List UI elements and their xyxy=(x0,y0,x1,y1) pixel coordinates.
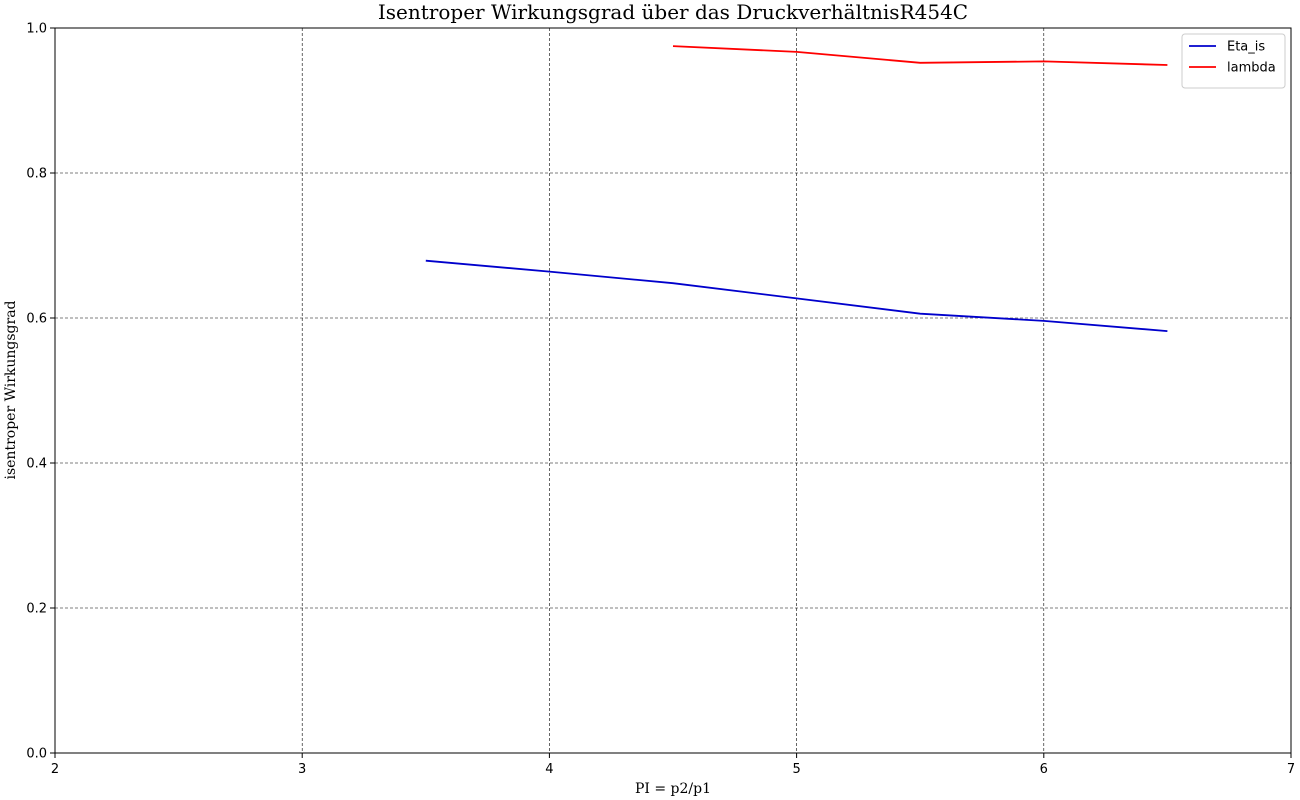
y-tick-label: 0.6 xyxy=(26,312,47,327)
x-tick-label: 5 xyxy=(792,762,800,777)
x-tick-label: 6 xyxy=(1040,762,1048,777)
series-line-eta-is xyxy=(425,259,1168,332)
y-tick-label: 0.4 xyxy=(26,457,47,472)
legend-box xyxy=(1181,33,1286,89)
chart-title: Isentroper Wirkungsgrad über das Druckve… xyxy=(378,0,968,24)
grid-lines xyxy=(54,27,1292,754)
x-tick-label: 4 xyxy=(545,762,553,777)
x-tick-label: 2 xyxy=(51,762,59,777)
y-tick-label: 0.2 xyxy=(26,602,47,617)
series-line-lambda xyxy=(672,45,1168,66)
y-tick-label: 0.8 xyxy=(26,167,47,182)
x-axis-ticks: 2 3 4 5 6 7 xyxy=(51,753,1295,777)
x-tick-label: 3 xyxy=(298,762,306,777)
y-axis-ticks: 0.0 0.2 0.4 0.6 0.8 1.0 xyxy=(26,22,55,762)
x-axis-label: PI = p2/p1 xyxy=(635,781,711,797)
legend-label: Eta_is xyxy=(1227,40,1265,55)
plot-area-frame xyxy=(54,27,1292,754)
y-tick-label: 0.0 xyxy=(26,747,47,762)
y-tick-label: 1.0 xyxy=(26,22,47,37)
x-tick-label: 7 xyxy=(1287,762,1295,777)
series-lines xyxy=(425,45,1168,332)
y-axis-label: isentroper Wirkungsgrad xyxy=(3,300,19,479)
legend-label: lambda xyxy=(1227,61,1276,76)
